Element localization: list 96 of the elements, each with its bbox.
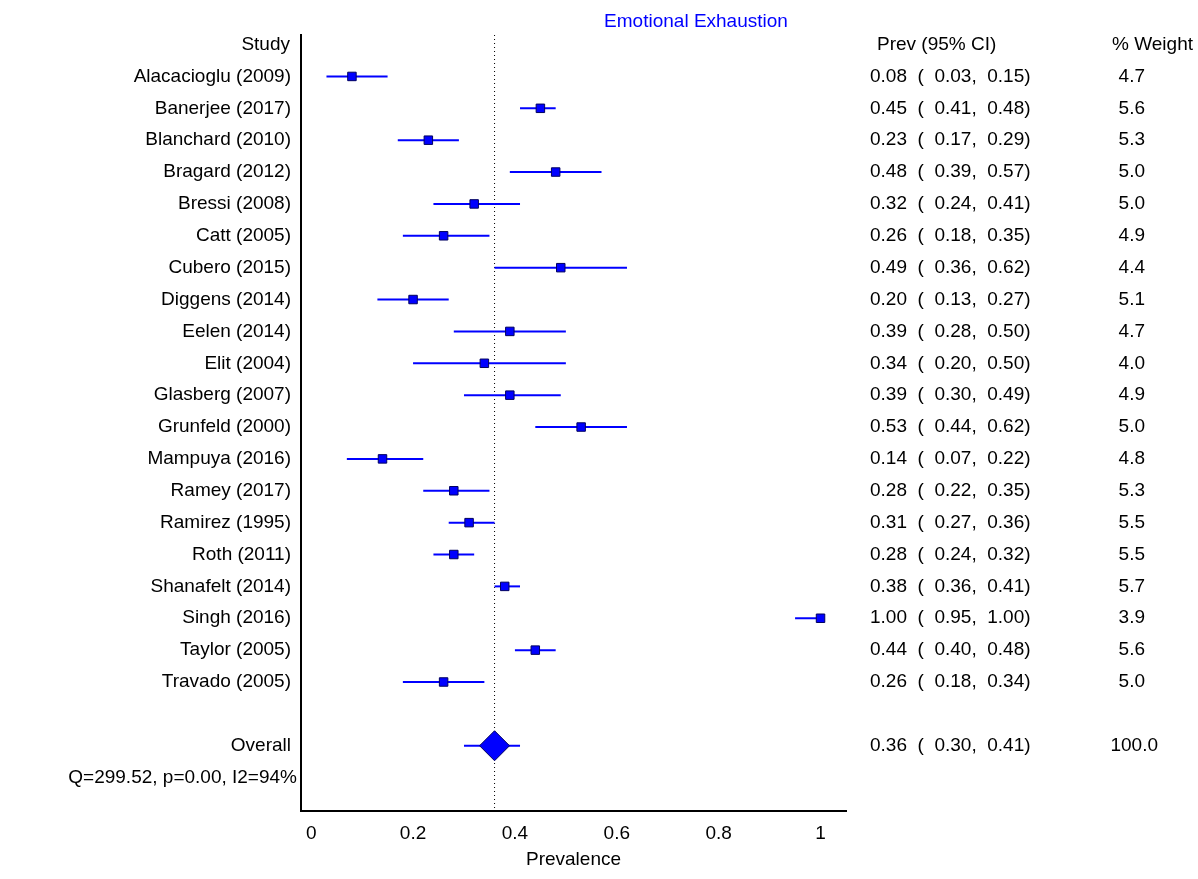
point — [500, 581, 510, 592]
text: 0.36 ( 0.30, 0.41) — [870, 733, 1031, 755]
data-label: 0.39 ( 0.30, 0.49) — [870, 383, 1031, 405]
data-label: 0.23 ( 0.17, 0.29) — [870, 128, 1031, 150]
data-label: 0.32 ( 0.24, 0.41) — [870, 192, 1031, 214]
data-label: 0.26 ( 0.18, 0.35) — [870, 224, 1031, 246]
y-tick-label: Blanchard (2010) — [145, 128, 291, 150]
point — [556, 262, 566, 273]
y-tick-label: Ramirez (1995) — [160, 510, 291, 532]
text: % Weight — [1112, 32, 1194, 54]
x-tick-label: 0 — [305, 822, 317, 844]
point — [815, 613, 826, 623]
y-tick-label: Glasberg (2007) — [153, 383, 291, 405]
text: 4.7 — [1118, 64, 1145, 86]
y-tick-label: Taylor (2005) — [180, 638, 291, 660]
text: Prev (95% CI) — [877, 32, 997, 54]
data-label: 0.53 ( 0.44, 0.62) — [870, 415, 1031, 437]
x-tick-label: 0.8 — [705, 822, 732, 844]
y-tick-label: Singh (2016) — [182, 606, 291, 628]
text: 5.0 — [1118, 670, 1145, 692]
point — [449, 549, 459, 560]
y-tick-label: Catt (2005) — [195, 224, 291, 246]
y-tick-label: Mampuya (2016) — [147, 447, 291, 469]
text: 4.7 — [1118, 319, 1145, 341]
text: 5.0 — [1118, 192, 1145, 214]
point — [449, 486, 459, 496]
y-tick-label: Elit (2004) — [204, 351, 291, 373]
text: 3.9 — [1118, 606, 1145, 628]
chart-title: Emotional Exhaustion — [604, 10, 788, 32]
point — [347, 71, 357, 82]
y-tick-label: Eelen (2014) — [182, 319, 291, 341]
point — [550, 167, 561, 177]
data-label: 0.31 ( 0.27, 0.36) — [870, 510, 1031, 532]
x-tick-label: 0.4 — [501, 822, 529, 844]
y-tick-label: Cubero (2015) — [168, 255, 291, 277]
data-label: 0.38 ( 0.36, 0.41) — [870, 574, 1031, 596]
text: 4.8 — [1118, 447, 1145, 469]
data-label: 0.26 ( 0.18, 0.34) — [870, 670, 1031, 692]
y-tick-label: Bressi (2008) — [178, 192, 291, 214]
data-label: 0.48 ( 0.39, 0.57) — [870, 160, 1031, 182]
y-tick-label: Alacacioglu (2009) — [133, 64, 291, 86]
data-label: 0.39 ( 0.28, 0.50) — [870, 319, 1031, 341]
text: 4.9 — [1118, 383, 1145, 405]
text: 5.3 — [1118, 479, 1145, 500]
y-tick-label: Roth (2011) — [192, 542, 291, 564]
y-tick-label: Shanafelt (2014) — [150, 574, 291, 596]
text: 5.5 — [1118, 510, 1145, 532]
text: 5.5 — [1118, 542, 1145, 564]
y-tick-label: Diggens (2014) — [161, 287, 291, 309]
y-tick-label: Ramey (2017) — [170, 479, 291, 500]
point — [505, 390, 515, 400]
point — [505, 326, 515, 337]
text: 5.7 — [1118, 574, 1145, 596]
text: 100.0 — [1110, 733, 1158, 755]
y-axis-title: Study — [241, 32, 291, 54]
data-label: 0.44 ( 0.40, 0.48) — [870, 638, 1031, 660]
text: 5.0 — [1118, 415, 1145, 437]
point — [576, 422, 586, 432]
data-label: 0.45 ( 0.41, 0.48) — [870, 96, 1031, 118]
point — [479, 730, 511, 762]
data-label: 0.08 ( 0.03, 0.15) — [870, 64, 1031, 86]
y-tick-label: Overall — [230, 733, 291, 755]
point — [423, 135, 434, 145]
text: 5.6 — [1118, 638, 1145, 660]
x-axis-title: Prevalence — [525, 847, 622, 869]
text: 5.1 — [1118, 287, 1145, 309]
y-tick-label: Grunfeld (2000) — [157, 415, 291, 437]
data-label: 0.28 ( 0.24, 0.32) — [870, 542, 1031, 564]
data-label: 0.14 ( 0.07, 0.22) — [870, 447, 1031, 469]
point — [377, 454, 388, 464]
text: 4.9 — [1118, 224, 1145, 246]
x-tick-label: 0.2 — [399, 822, 427, 844]
point — [438, 677, 449, 687]
text: 5.0 — [1118, 160, 1145, 182]
point — [535, 103, 546, 114]
text: 5.6 — [1118, 96, 1145, 118]
point — [438, 231, 449, 241]
y-tick-label: Travado (2005) — [161, 670, 291, 692]
data-label: 0.34 ( 0.20, 0.50) — [870, 351, 1031, 373]
text: 4.0 — [1118, 351, 1145, 373]
point — [479, 358, 490, 369]
point — [530, 645, 541, 655]
y-tick-label: Bragard (2012) — [163, 160, 291, 182]
point — [469, 199, 479, 209]
data-label: 0.49 ( 0.36, 0.62) — [870, 255, 1031, 277]
text: Q=299.52, p=0.00, I2=94% — [68, 765, 298, 787]
text: 5.3 — [1118, 128, 1145, 150]
data-label: 0.20 ( 0.13, 0.27) — [870, 287, 1031, 309]
x-tick-label: 1 — [815, 822, 826, 844]
data-label: 1.00 ( 0.95, 1.00) — [870, 606, 1031, 628]
text: 4.4 — [1118, 255, 1146, 277]
y-tick-label: Banerjee (2017) — [154, 96, 291, 118]
point — [464, 517, 474, 528]
data-label: 0.28 ( 0.22, 0.35) — [870, 479, 1031, 500]
x-tick-label: 0.6 — [603, 822, 631, 844]
point — [408, 294, 418, 305]
